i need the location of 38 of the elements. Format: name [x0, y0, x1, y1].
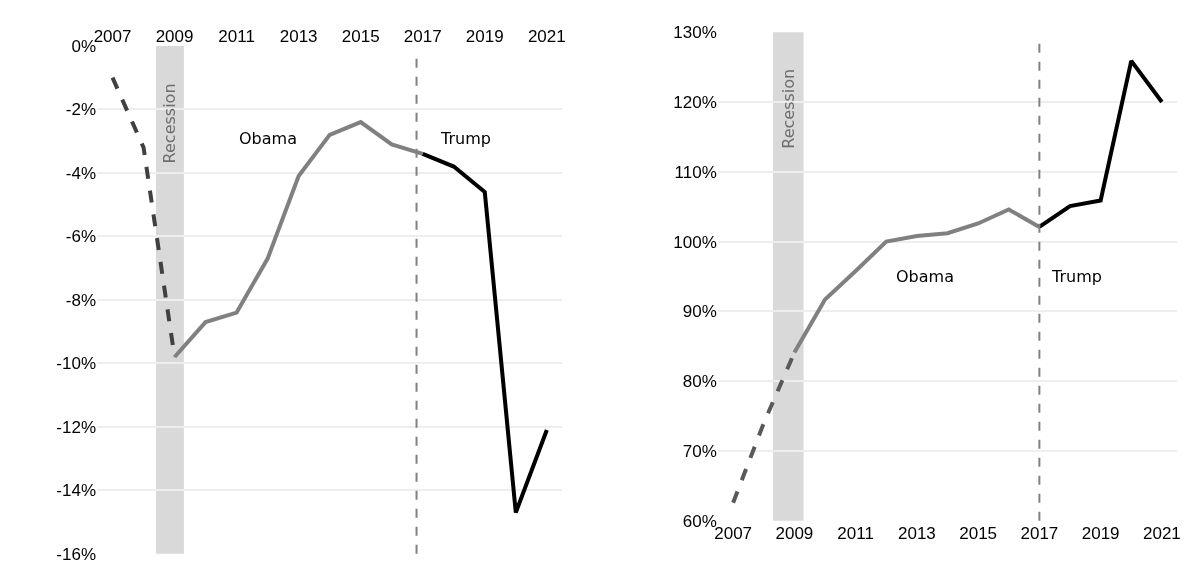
y-tick-label: -8%	[65, 290, 97, 310]
y-tick-label: 100%	[673, 232, 717, 252]
y-tick-label: -2%	[65, 100, 97, 120]
line-series	[1037, 58, 1164, 229]
x-tick-label: 2017	[403, 26, 442, 46]
band-label: Recession	[160, 83, 180, 164]
annotation: Obama	[896, 267, 954, 286]
y-tick-label: -6%	[65, 227, 97, 247]
band-label: Recession	[778, 68, 798, 149]
y-tick-label: 110%	[674, 162, 717, 182]
x-tick-label: 2013	[279, 26, 318, 46]
y-tick-label: 90%	[682, 302, 717, 322]
x-tick-label: 2015	[341, 26, 380, 46]
y-tick-label: 80%	[682, 372, 717, 392]
line-series	[420, 151, 549, 515]
x-tick-label: 2015	[959, 523, 998, 543]
x-tick-label: 2019	[1081, 523, 1120, 543]
annotation: Obama	[239, 129, 297, 148]
x-tick-label: 2017	[1020, 523, 1059, 543]
annotation: Trump	[440, 129, 491, 148]
x-tick-label: 2021	[1142, 523, 1181, 543]
annotation: Trump	[1051, 267, 1102, 286]
x-tick-label: 2009	[775, 523, 814, 543]
y-tick-label: 130%	[673, 23, 717, 43]
x-tick-label: 2019	[465, 26, 504, 46]
y-tick-label: 120%	[673, 92, 717, 112]
x-tick-label: 2013	[897, 523, 936, 543]
y-tick-label: -10%	[56, 354, 97, 374]
y-tick-label: -4%	[65, 163, 97, 183]
y-tick-label: -16%	[56, 544, 97, 564]
x-tick-label: 2021	[527, 26, 566, 46]
y-tick-label: -12%	[56, 417, 97, 437]
x-tick-label: 2011	[218, 26, 255, 46]
y-tick-label: 70%	[682, 441, 717, 461]
x-tick-label: 2007	[93, 26, 132, 46]
x-tick-label: 2009	[155, 26, 194, 46]
x-tick-label: 2011	[837, 523, 874, 543]
y-tick-label: -14%	[56, 481, 97, 501]
